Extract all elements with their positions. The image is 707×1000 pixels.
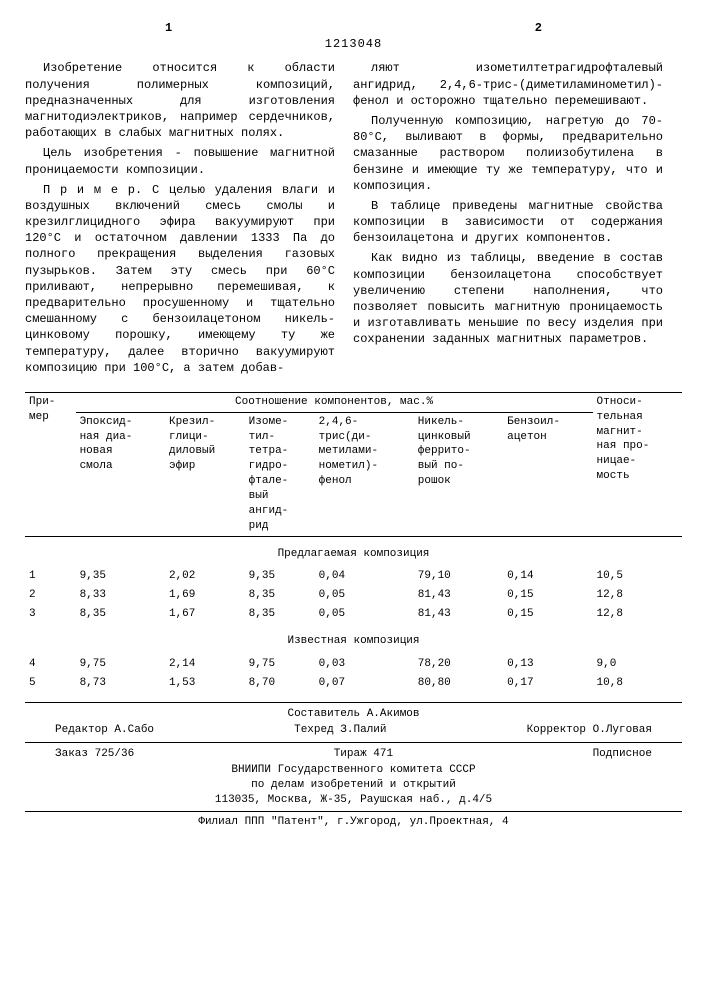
page-num-right: 2 <box>535 20 542 36</box>
divider <box>25 742 682 743</box>
tech-editor: Техред З.Палий <box>294 723 386 738</box>
editor: Редактор А.Сабо <box>55 723 154 738</box>
table-row: 19,352,029,350,0479,100,1410,5 <box>25 567 682 586</box>
th-example: При- мер <box>25 392 76 536</box>
compiler: Составитель А.Акимов <box>25 707 682 722</box>
section-proposed: Предлагаемая композиция <box>25 537 682 568</box>
paragraph: В таблице приведены магнитные свойства к… <box>353 198 663 247</box>
org-line-1: ВНИИПИ Государственного комитета СССР <box>25 763 682 778</box>
column-right: ляют изометилтетрагидрофталевый ангидрид… <box>353 60 663 380</box>
th-ratio: Соотношение компонентов, мас.% <box>76 392 593 412</box>
th-c4: 2,4,6- трис(ди- метилами- нометил)- фено… <box>315 412 414 536</box>
two-column-body: Изобретение относится к области получени… <box>25 60 682 380</box>
corrector: Корректор О.Луговая <box>527 723 652 738</box>
tirazh: Тираж 471 <box>334 747 393 762</box>
podpisnoe: Подписное <box>593 747 652 762</box>
th-c1: Эпоксид- ная диа- новая смола <box>76 412 165 536</box>
divider <box>25 811 682 812</box>
th-c3: Изоме- тил- тетра- гидро- фтале- вый анг… <box>245 412 315 536</box>
th-c2: Крезил- глици- диловый эфир <box>165 412 245 536</box>
page-num-left: 1 <box>165 20 172 36</box>
paragraph: Цель изобретения - повышение магнитной п… <box>25 145 335 177</box>
composition-table: При- мер Соотношение компонентов, мас.% … <box>25 392 682 693</box>
table-row: 49,752,149,750,0378,200,139,0 <box>25 655 682 674</box>
paragraph: Изобретение относится к области получени… <box>25 60 335 141</box>
th-perm: Относи- тельная магнит- ная про- ницае- … <box>593 392 682 536</box>
paragraph: ляют изометилтетрагидрофталевый ангидрид… <box>353 60 663 109</box>
table-row: 28,331,698,350,0581,430,1512,8 <box>25 586 682 605</box>
paragraph: Как видно из таблицы, введение в состав … <box>353 250 663 347</box>
th-c6: Бензоил- ацетон <box>503 412 592 536</box>
doc-number: 1213048 <box>25 36 682 52</box>
address-1: 113035, Москва, Ж-35, Раушская наб., д.4… <box>25 793 682 808</box>
column-left: Изобретение относится к области получени… <box>25 60 335 380</box>
section-known: Известная композиция <box>25 624 682 655</box>
paragraph: Полученную композицию, нагретую до 70-80… <box>353 113 663 194</box>
org-line-2: по делам изобретений и открытий <box>25 778 682 793</box>
filial: Филиал ППП "Патент", г.Ужгород, ул.Проек… <box>25 815 682 830</box>
footer: Составитель А.Акимов Редактор А.Сабо Тех… <box>25 702 682 829</box>
order-number: Заказ 725/36 <box>55 747 134 762</box>
paragraph: П р и м е р. С целью удаления влаги и во… <box>25 182 335 376</box>
th-c5: Никель- цинковый феррито- вый по- рошок <box>414 412 503 536</box>
table-row: 58,731,538,700,0780,800,1710,8 <box>25 674 682 693</box>
table-row: 38,351,678,350,0581,430,1512,8 <box>25 605 682 624</box>
